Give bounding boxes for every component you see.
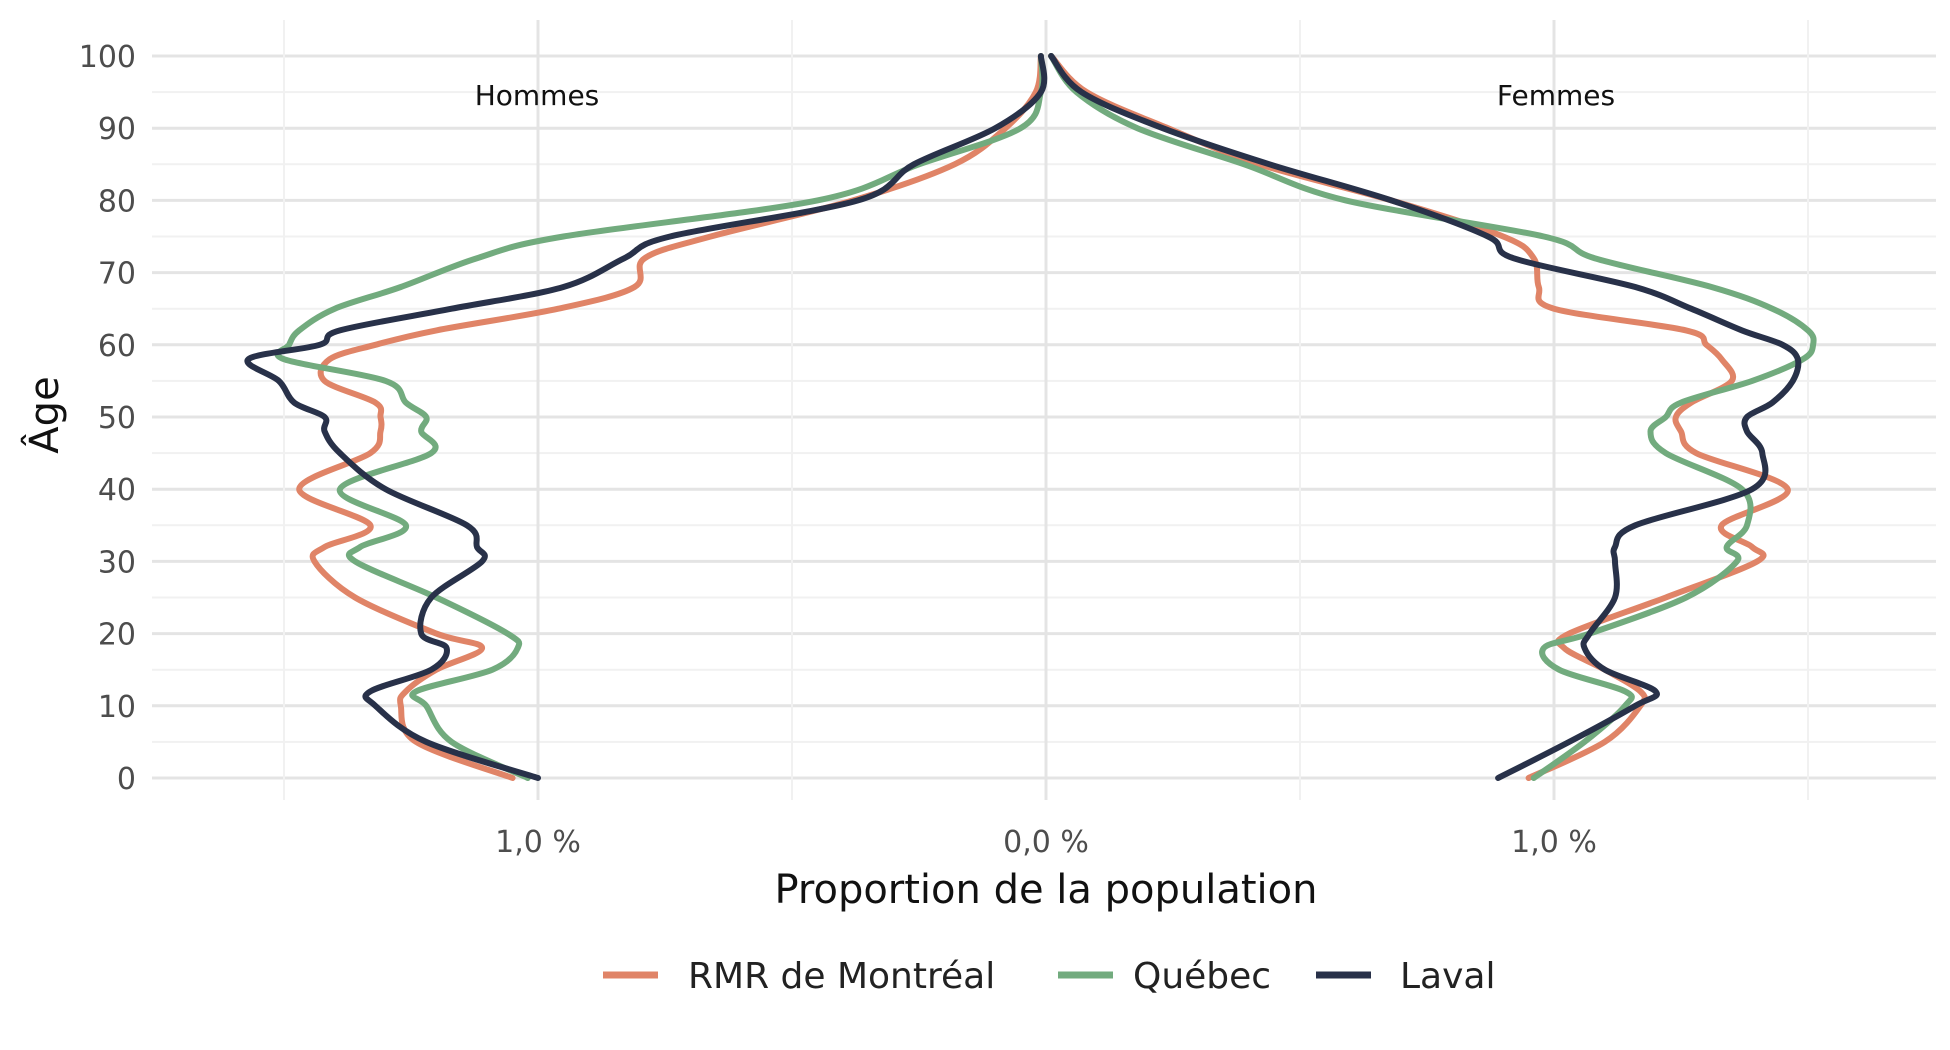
x-tick-label: 1,0 % [495, 825, 581, 860]
legend-label-quebec: Québec [1133, 956, 1271, 997]
legend-label-rmr-de-montreal: RMR de Montréal [688, 956, 995, 997]
series-line-laval-hommes [244, 53, 1048, 781]
series-lines [244, 53, 1817, 781]
grid-lines [152, 20, 1936, 800]
y-tick-label: 80 [98, 184, 136, 219]
y-tick-label: 20 [98, 618, 136, 653]
y-tick-label: 60 [98, 329, 136, 364]
series-line-quebec-femmes [1048, 53, 1817, 781]
y-tick-label: 50 [98, 401, 136, 436]
axis-tick-labels: 0 10 20 30 40 50 60 70 80 90 100 1,0 % 0,0 % 1,0 % [79, 40, 1597, 860]
y-tick-label: 100 [79, 40, 136, 75]
panel-label-femmes: Femmes [1497, 79, 1615, 112]
y-tick-label: 30 [98, 545, 136, 580]
series-line-laval-femmes [1048, 53, 1802, 781]
y-tick-label: 40 [98, 473, 136, 508]
y-tick-label: 90 [98, 112, 136, 147]
x-tick-label: 1,0 % [1511, 825, 1597, 860]
y-tick-label: 70 [98, 257, 136, 292]
x-axis-title: Proportion de la population [774, 867, 1317, 913]
legend-label-laval: Laval [1400, 956, 1495, 997]
y-axis-title: Âge [20, 376, 68, 453]
panel-label-hommes: Hommes [475, 79, 600, 112]
series-line-quebec-hommes [274, 53, 1046, 781]
legend: RMR de Montréal Québec Laval [603, 956, 1495, 997]
y-tick-label: 10 [98, 690, 136, 725]
x-tick-label: 0,0 % [1003, 825, 1089, 860]
y-tick-label: 0 [117, 762, 136, 797]
